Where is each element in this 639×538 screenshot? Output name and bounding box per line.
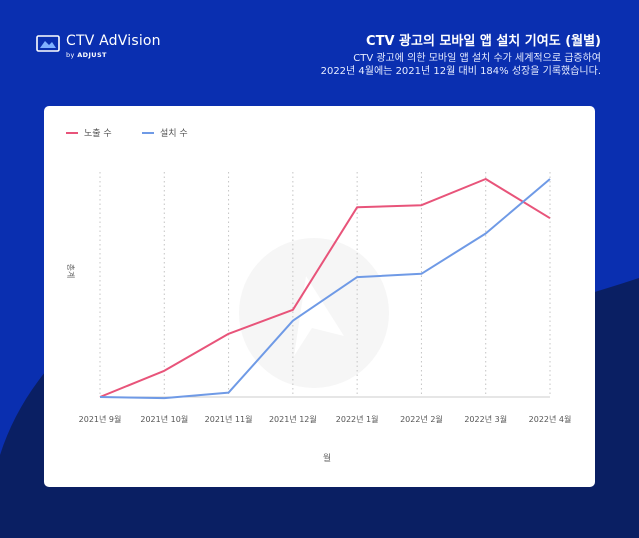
header: CTV 광고의 모바일 앱 설치 기여도 (월별) CTV 광고에 의한 모바일… [321, 33, 601, 78]
legend: 노출 수 설치 수 [66, 127, 188, 139]
grid [99, 172, 551, 397]
x-tick-label: 2021년 12월 [269, 414, 317, 424]
x-tick-label: 2021년 11월 [205, 414, 253, 424]
tv-icon [36, 35, 60, 52]
watermark-arrow-icon [294, 276, 344, 356]
series-lines [99, 178, 551, 400]
line-chart: 노출 수 설치 수 2021년 9월 2021년 10월 2021년 11월 2021… [66, 127, 572, 464]
x-tick-label: 2021년 9월 [79, 414, 122, 424]
page-description-line-2: 2022년 4월에는 2021년 12월 대비 184% 성장을 기록했습니다. [320, 66, 601, 77]
x-tick-label: 2022년 3월 [464, 414, 507, 424]
x-tick-label: 2021년 10월 [140, 414, 188, 424]
legend-label-installs: 설치 수 [160, 127, 188, 139]
x-tick-labels: 2021년 9월 2021년 10월 2021년 11월 2021년 12월 2022년… [79, 414, 572, 424]
brand-logo: CTV AdVision by ADJUST [36, 33, 161, 60]
brand-name: CTV AdVision [66, 33, 161, 49]
page-title: CTV 광고의 모바일 앱 설치 기여도 (월별) [366, 34, 601, 49]
x-tick-label: 2022년 1월 [336, 414, 379, 424]
page-description-line-1: CTV 광고에 의한 모바일 앱 설치 수가 세계적으로 급증하여 [353, 53, 601, 64]
series-line-installs [99, 178, 551, 400]
series-line-impressions [99, 178, 551, 398]
brand-sub-by: by [66, 51, 75, 59]
legend-label-impressions: 노출 수 [84, 128, 112, 139]
y-axis-label: 총계 [66, 264, 76, 279]
x-tick-label: 2022년 4월 [529, 414, 572, 424]
chart-card: 노출 수 설치 수 2021년 9월 2021년 10월 2021년 11월 2021… [44, 106, 595, 487]
watermark-logo [239, 238, 389, 388]
x-tick-label: 2022년 2월 [400, 414, 443, 424]
brand-sub-name: ADJUST [77, 51, 107, 59]
brand-sub: by ADJUST [66, 51, 161, 60]
x-axis-label: 월 [323, 452, 331, 464]
